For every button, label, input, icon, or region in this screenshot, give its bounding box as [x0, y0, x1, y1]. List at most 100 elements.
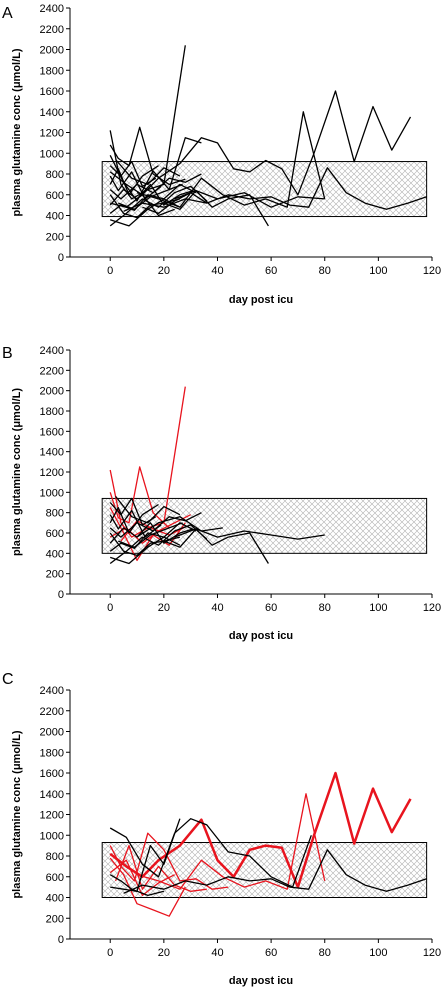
series-line: [109, 536, 181, 565]
series-line: [174, 528, 325, 540]
y-tick-label: 1400: [40, 447, 64, 459]
x-tick-label: 60: [265, 947, 277, 959]
x-tick-label: 40: [211, 265, 223, 277]
series-line: [109, 165, 159, 196]
y-tick-label: 1600: [40, 768, 64, 780]
x-tick-label: 20: [158, 947, 170, 959]
series-line: [110, 818, 181, 892]
series-line: [109, 874, 165, 897]
series-line: [118, 183, 183, 210]
series-line: [109, 183, 197, 214]
series-line: [109, 126, 186, 186]
series-line: [109, 857, 186, 917]
x-axis-label: day post icu: [229, 630, 293, 642]
x-tick-label: 80: [319, 602, 331, 614]
y-tick-label: 400: [46, 893, 64, 905]
series-line: [109, 532, 181, 557]
x-tick-label: 120: [423, 947, 441, 959]
series-line: [109, 859, 175, 897]
series-line: [109, 818, 312, 888]
y-tick-label: 2200: [40, 24, 64, 36]
series-line: [136, 111, 326, 208]
x-tick-label: 0: [107, 602, 113, 614]
y-tick-label: 1800: [40, 747, 64, 759]
y-tick-label: 1600: [40, 86, 64, 98]
series-line: [123, 167, 427, 212]
series-line: [109, 522, 194, 544]
y-tick-label: 800: [46, 851, 64, 863]
x-tick-label: 0: [107, 947, 113, 959]
series-line: [109, 90, 412, 196]
x-tick-label: 0: [107, 265, 113, 277]
x-tick-label: 40: [211, 602, 223, 614]
y-tick-label: 600: [46, 528, 64, 540]
series-line: [118, 522, 183, 548]
y-axis-label: plasma glutamine conc (μmol/L): [11, 388, 23, 556]
y-tick-label: 200: [46, 231, 64, 243]
x-tick-label: 80: [319, 947, 331, 959]
x-axis-label: day post icu: [229, 294, 293, 306]
series-line: [109, 173, 202, 200]
series-line: [109, 509, 162, 538]
y-tick-label: 2000: [40, 727, 64, 739]
x-tick-label: 100: [369, 947, 387, 959]
y-tick-label: 400: [46, 211, 64, 223]
series-line: [109, 386, 186, 538]
x-tick-label: 120: [423, 602, 441, 614]
y-tick-label: 1800: [40, 65, 64, 77]
y-tick-label: 0: [58, 252, 64, 264]
y-tick-label: 1000: [40, 487, 64, 499]
series-line: [109, 45, 186, 200]
series-line: [109, 183, 194, 206]
y-tick-label: 0: [58, 589, 64, 601]
series-line: [114, 844, 207, 892]
y-tick-label: 1200: [40, 467, 64, 479]
y-tick-label: 1400: [40, 107, 64, 119]
y-tick-label: 600: [46, 872, 64, 884]
series-line: [109, 503, 159, 534]
y-tick-label: 2400: [40, 3, 64, 15]
y-tick-label: 2000: [40, 45, 64, 57]
x-tick-label: 80: [319, 265, 331, 277]
series-line: [163, 528, 269, 564]
x-tick-label: 120: [423, 265, 441, 277]
panel-label: A: [2, 5, 13, 22]
y-tick-label: 600: [46, 190, 64, 202]
series-line: [142, 192, 208, 215]
x-tick-label: 100: [369, 602, 387, 614]
x-tick-label: 20: [158, 265, 170, 277]
x-tick-label: 20: [158, 602, 170, 614]
y-tick-label: 1200: [40, 810, 64, 822]
series-line: [136, 516, 223, 538]
y-tick-label: 400: [46, 548, 64, 560]
y-tick-label: 200: [46, 569, 64, 581]
y-tick-label: 2200: [40, 365, 64, 377]
series-line: [109, 522, 197, 552]
y-tick-label: 800: [46, 508, 64, 520]
y-tick-label: 1200: [40, 128, 64, 140]
series-line: [109, 514, 191, 544]
y-tick-label: 2200: [40, 706, 64, 718]
panel-label: C: [2, 671, 14, 688]
y-tick-label: 1400: [40, 789, 64, 801]
y-tick-label: 1000: [40, 830, 64, 842]
y-tick-label: 0: [58, 934, 64, 946]
panel-b: B 0 200 400 600 800 1000 1200 1400 1600 1800 2000 22…: [0, 330, 448, 660]
series-line: [109, 171, 162, 200]
chart-a: A020040060080010001200140016001800200022…: [2, 3, 441, 306]
chart-c: C020040060080010001200140016001800200022…: [2, 671, 441, 987]
y-tick-label: 200: [46, 913, 64, 925]
y-axis-label: plasma glutamine conc (μmol/L): [11, 48, 23, 216]
y-tick-label: 1800: [40, 406, 64, 418]
panel-a: A 0 200 400 600 800 1000 1200 1400 1600 1800 2000 22…: [0, 0, 448, 330]
x-axis-label: day post icu: [229, 975, 293, 987]
y-tick-label: 1600: [40, 426, 64, 438]
x-tick-label: 40: [211, 947, 223, 959]
x-tick-label: 60: [265, 602, 277, 614]
y-axis-label: plasma glutamine conc (μmol/L): [11, 730, 23, 898]
panel-label: B: [2, 345, 13, 362]
x-tick-label: 60: [265, 265, 277, 277]
chart-b: B020040060080010001200140016001800200022…: [2, 345, 441, 642]
series-line: [109, 771, 412, 889]
y-tick-label: 2400: [40, 345, 64, 357]
